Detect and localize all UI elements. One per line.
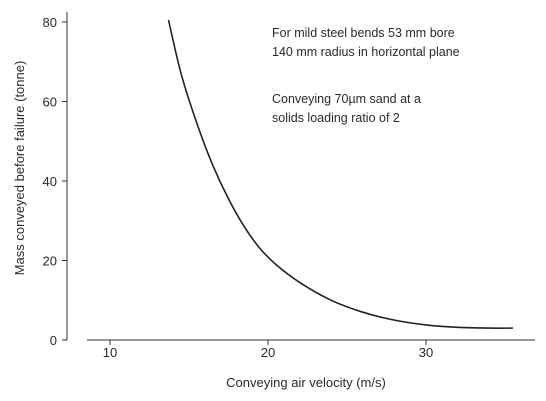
y-tick-label: 20	[43, 254, 57, 269]
y-axis-title: Mass conveyed before failure (tonne)	[12, 61, 27, 276]
x-axis-title: Conveying air velocity (m/s)	[226, 375, 386, 390]
annotation-line: 140 mm radius in horizontal plane	[272, 45, 460, 59]
ticks: 0 20 40 60 80 10 20 30	[43, 15, 434, 360]
x-tick-label: 30	[419, 345, 433, 360]
y-tick-label: 0	[50, 333, 57, 348]
annotation-line: solids loading ratio of 2	[272, 111, 400, 125]
y-tick-label: 60	[43, 95, 57, 110]
annotation-line: For mild steel bends 53 mm bore	[272, 26, 455, 40]
annotation-line: Conveying 70µm sand at a	[272, 92, 421, 106]
series-line	[167, 19, 513, 329]
y-tick-label: 80	[43, 15, 57, 30]
x-tick-label: 20	[261, 345, 275, 360]
annotations: For mild steel bends 53 mm bore 140 mm ra…	[272, 26, 460, 125]
axes	[66, 12, 535, 341]
x-tick-label: 10	[103, 345, 117, 360]
series	[167, 19, 513, 329]
y-tick-label: 40	[43, 174, 57, 189]
